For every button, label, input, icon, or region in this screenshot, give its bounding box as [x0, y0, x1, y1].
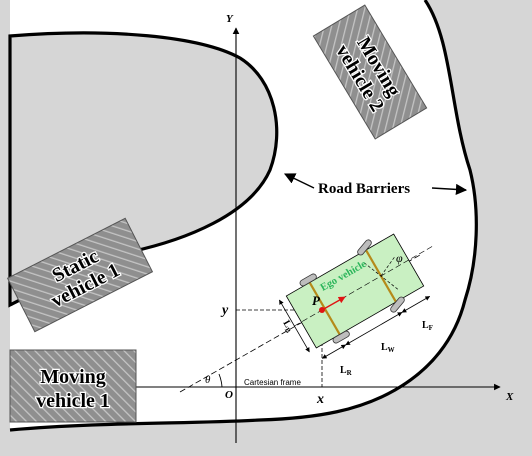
outer-road-barrier: [9, 0, 478, 432]
theta-arc: [218, 373, 223, 388]
velocity-label: v: [340, 294, 344, 303]
dim-front-label: LF: [422, 320, 433, 332]
dim-width-label: LB: [280, 319, 296, 335]
road-barriers-callout: Road Barriers: [283, 173, 468, 197]
point-p-label: P: [312, 293, 321, 308]
ego-wheel-front-left: [357, 239, 372, 256]
moving-vehicle-1-line2: vehicle 1: [36, 390, 110, 412]
moving-vehicle-1: Moving vehicle 1: [9, 349, 137, 423]
moving-vehicle-2: Moving vehicle 2: [312, 4, 428, 140]
cartesian-frame-label: Cartesian frame: [244, 378, 301, 387]
phi-label: φ: [396, 251, 403, 265]
x-axis-label: X: [505, 391, 514, 403]
ego-vehicle: Ego vehicle: [279, 233, 434, 359]
origin-label: O: [225, 389, 233, 401]
coord-y-label: y: [220, 303, 229, 318]
theta-label: θ: [205, 374, 211, 386]
moving-vehicle-1-line1: Moving: [40, 366, 106, 388]
road-barriers-label: Road Barriers: [318, 181, 410, 197]
velocity-vector: [321, 296, 346, 311]
ego-wheel-rear-left: [299, 273, 317, 287]
y-axis-label: Y: [226, 13, 234, 25]
coord-x-label: x: [316, 392, 324, 407]
dim-rear-label: LR: [340, 365, 353, 377]
dim-wheelbase-label: LW: [381, 342, 395, 354]
